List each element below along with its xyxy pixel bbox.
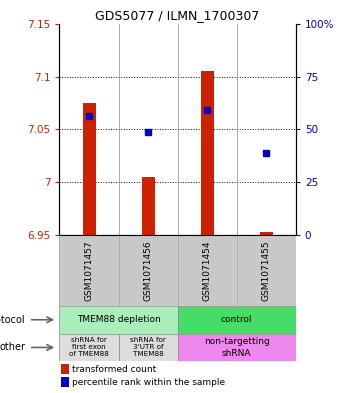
Bar — [119, 235, 177, 306]
Bar — [142, 177, 155, 235]
Text: shRNA for
3'UTR of
TMEM88: shRNA for 3'UTR of TMEM88 — [130, 338, 166, 358]
Text: GSM1071455: GSM1071455 — [262, 240, 271, 301]
Bar — [59, 334, 119, 361]
Text: control: control — [221, 315, 253, 324]
Text: transformed count: transformed count — [72, 365, 157, 374]
Text: TMEM88 depletion: TMEM88 depletion — [77, 315, 160, 324]
Bar — [59, 306, 177, 334]
Bar — [237, 235, 296, 306]
Bar — [59, 235, 119, 306]
Text: non-targetting
shRNA: non-targetting shRNA — [204, 338, 270, 358]
Bar — [61, 377, 69, 387]
Text: GSM1071454: GSM1071454 — [203, 241, 212, 301]
Text: GSM1071457: GSM1071457 — [85, 240, 94, 301]
Bar — [177, 334, 296, 361]
Bar — [201, 71, 214, 235]
Text: percentile rank within the sample: percentile rank within the sample — [72, 378, 226, 387]
Bar — [177, 306, 296, 334]
Text: shRNA for
first exon
of TMEM88: shRNA for first exon of TMEM88 — [69, 338, 109, 358]
Bar — [260, 232, 273, 235]
Bar — [119, 334, 177, 361]
Bar — [61, 364, 69, 374]
Bar — [83, 103, 96, 235]
Title: GDS5077 / ILMN_1700307: GDS5077 / ILMN_1700307 — [96, 9, 260, 22]
Text: other: other — [0, 342, 25, 353]
Text: protocol: protocol — [0, 315, 25, 325]
Bar — [177, 235, 237, 306]
Text: GSM1071456: GSM1071456 — [143, 240, 153, 301]
